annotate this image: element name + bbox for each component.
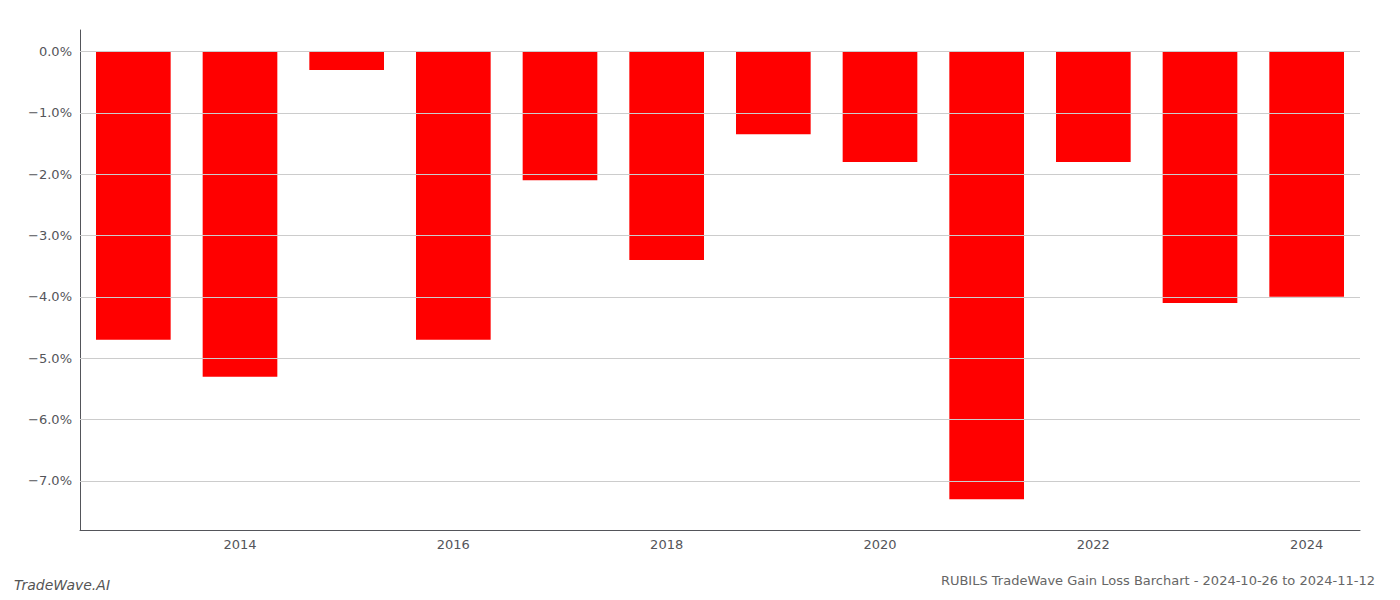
svg-text:2018: 2018	[650, 537, 683, 552]
svg-text:−1.0%: −1.0%	[28, 105, 72, 120]
svg-text:RUBILS TradeWave Gain Loss Bar: RUBILS TradeWave Gain Loss Barchart - 20…	[941, 573, 1375, 588]
svg-text:2022: 2022	[1077, 537, 1110, 552]
svg-text:2024: 2024	[1290, 537, 1323, 552]
svg-text:2020: 2020	[863, 537, 896, 552]
svg-text:−2.0%: −2.0%	[28, 167, 72, 182]
svg-text:−7.0%: −7.0%	[28, 473, 72, 488]
svg-text:2014: 2014	[223, 537, 256, 552]
svg-text:TradeWave.AI: TradeWave.AI	[14, 577, 110, 593]
svg-text:0.0%: 0.0%	[39, 44, 72, 59]
svg-text:−4.0%: −4.0%	[28, 289, 72, 304]
svg-text:2016: 2016	[437, 537, 470, 552]
svg-text:−6.0%: −6.0%	[28, 412, 72, 427]
svg-text:−3.0%: −3.0%	[28, 228, 72, 243]
svg-text:−5.0%: −5.0%	[28, 351, 72, 366]
